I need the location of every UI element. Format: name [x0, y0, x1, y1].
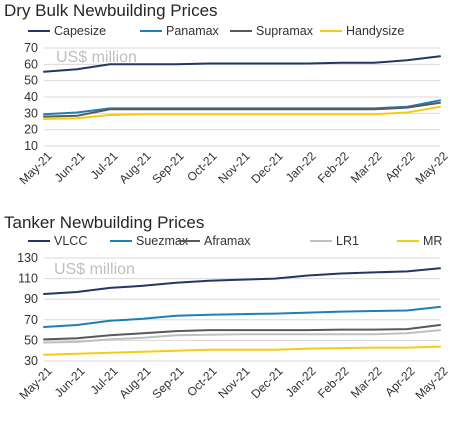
y-tick-label: 40: [24, 90, 38, 104]
chart-title: Dry Bulk Newbuilding Prices: [4, 1, 218, 20]
x-tick-label: Mar-22: [348, 149, 385, 186]
x-tick-label: Jun-21: [52, 149, 88, 185]
legend-item-handysize: Handysize: [320, 24, 404, 38]
legend-label: Aframax: [204, 234, 251, 248]
chart-legend: VLCC Suezmax Aframax LR1 MR: [0, 234, 466, 250]
y-tick-label: 70: [24, 313, 38, 327]
x-tick-label: May-21: [16, 364, 54, 402]
x-tick-label: Dec-21: [248, 149, 285, 186]
series-line-aframax: [43, 324, 441, 341]
legend-swatch: [310, 240, 332, 242]
series-line-handysize: [43, 105, 441, 120]
legend-label: Panamax: [166, 24, 219, 38]
x-tick-label: Jan-22: [283, 149, 319, 185]
legend-label: Supramax: [256, 24, 313, 38]
y-tick-label: 50: [24, 74, 38, 88]
tanker-chart: Tanker Newbuilding Prices VLCC Suezmax Afr…: [0, 210, 466, 423]
units-annotation: US$ million: [56, 49, 137, 66]
legend-label: VLCC: [54, 234, 88, 248]
y-tick-label: 130: [17, 251, 38, 265]
x-tick-label: Sep-21: [149, 149, 186, 186]
chart-legend: Capesize Panamax Supramax Handysize: [0, 24, 466, 40]
legend-swatch: [110, 240, 132, 242]
y-tick-label: 60: [24, 57, 38, 71]
legend-item-panamax: Panamax: [140, 24, 219, 38]
x-tick-label: Jan-22: [283, 364, 319, 400]
legend-label: Capesize: [54, 24, 107, 38]
legend-item-capesize: Capesize: [28, 24, 106, 38]
legend-label: LR1: [336, 234, 359, 248]
x-tick-label: May-21: [16, 149, 54, 187]
y-tick-label: 20: [24, 123, 38, 137]
series-line-capesize: [43, 55, 441, 73]
x-tick-label: Nov-21: [215, 149, 252, 186]
legend-swatch: [397, 240, 419, 242]
legend-item-lr1: LR1: [310, 234, 359, 248]
x-tick-label: Oct-21: [184, 364, 220, 400]
legend-swatch: [28, 30, 50, 32]
dry-bulk-chart: Dry Bulk Newbuilding Prices Capesize Pana…: [0, 0, 466, 210]
units-annotation: US$ million: [54, 261, 135, 278]
legend-item-suezmax: Suezmax: [110, 234, 188, 248]
x-tick-label: Dec-21: [248, 364, 285, 401]
series-line-supramax: [43, 101, 441, 118]
y-tick-label: 30: [24, 354, 38, 368]
series-line-mr: [43, 345, 441, 356]
legend-label: Handysize: [346, 24, 405, 38]
y-tick-label: 70: [24, 41, 38, 55]
legend-label: MR: [423, 234, 443, 248]
legend-swatch: [230, 30, 252, 32]
legend-swatch: [140, 30, 162, 32]
series-line-suezmax: [43, 305, 441, 328]
series-line-lr1: [43, 329, 441, 344]
x-tick-label: Nov-21: [215, 364, 252, 401]
legend-item-mr: MR: [397, 234, 442, 248]
legend-item-supramax: Supramax: [230, 24, 313, 38]
x-tick-label: Apr-22: [382, 364, 418, 400]
series-line-vlcc: [43, 267, 441, 295]
legend-swatch: [178, 240, 200, 242]
legend-item-vlcc: VLCC: [28, 234, 87, 248]
legend-label: Suezmax: [136, 234, 189, 248]
x-tick-label: Jun-21: [52, 364, 88, 400]
y-tick-label: 50: [24, 333, 38, 347]
chart-title: Tanker Newbuilding Prices: [4, 213, 205, 232]
x-tick-label: Aug-21: [116, 364, 153, 401]
x-tick-label: May-22: [412, 149, 450, 187]
x-tick-label: Apr-22: [382, 149, 418, 185]
x-tick-label: May-22: [412, 364, 450, 402]
legend-swatch: [28, 240, 50, 242]
legend-swatch: [320, 30, 342, 32]
x-tick-label: Aug-21: [116, 149, 153, 186]
x-tick-label: Feb-22: [315, 364, 352, 401]
x-tick-label: Feb-22: [315, 149, 352, 186]
legend-item-aframax: Aframax: [178, 234, 251, 248]
y-tick-label: 90: [24, 292, 38, 306]
x-tick-label: Oct-21: [184, 149, 220, 185]
series-line-panamax: [43, 99, 441, 116]
y-tick-label: 30: [24, 106, 38, 120]
y-tick-label: 110: [18, 272, 38, 286]
y-tick-label: 10: [24, 139, 38, 153]
x-tick-label: Mar-22: [348, 364, 385, 401]
x-tick-label: Sep-21: [149, 364, 186, 401]
